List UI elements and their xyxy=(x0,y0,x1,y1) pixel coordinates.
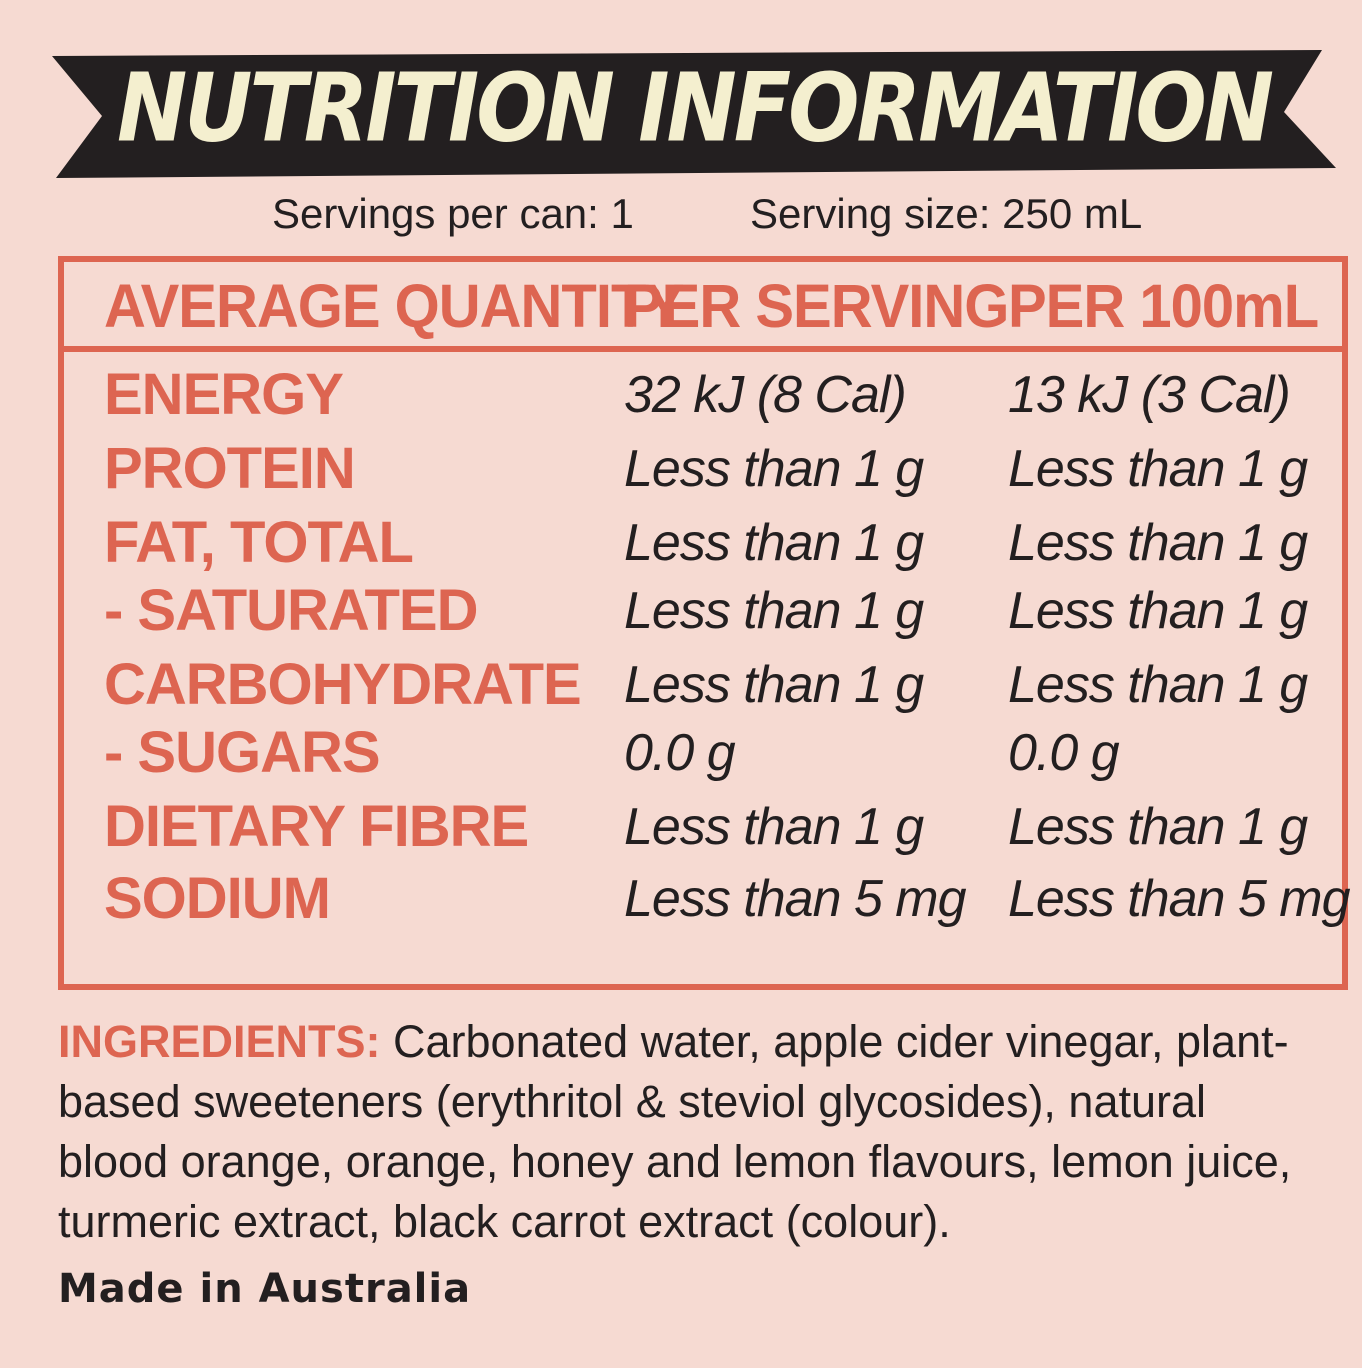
origin-text: Made in Australia xyxy=(58,1266,472,1312)
nutrient-name: CARBOHYDRATE xyxy=(104,652,582,717)
nutrient-name: SODIUM xyxy=(104,866,331,931)
nutrient-name: FAT, TOTAL xyxy=(104,510,414,575)
header-per-100ml: PER 100mL xyxy=(1008,272,1319,341)
per-serving-value: Less than 1 g xyxy=(624,656,924,714)
nutrient-name: ENERGY xyxy=(104,362,344,427)
nutrition-table: AVERAGE QUANTITY PER SERVING PER 100mL E… xyxy=(58,256,1351,990)
nutrient-name: PROTEIN xyxy=(104,436,356,501)
header-average-quantity: AVERAGE QUANTITY xyxy=(104,272,684,341)
table-row: DIETARY FIBRE Less than 1 g Less than 1 … xyxy=(64,792,1342,862)
table-row: SODIUM Less than 5 mg Less than 5 mg xyxy=(64,864,1351,934)
servings-per-can: Servings per can: 1 xyxy=(272,190,634,237)
per-100ml-value: Less than 5 mg xyxy=(1008,870,1351,928)
table-row: PROTEIN Less than 1 g Less than 1 g xyxy=(64,434,1342,504)
ingredients-text: Carbonated water, apple cider vinegar, p… xyxy=(58,1016,1292,1247)
table-row: - SUGARS 0.0 g 0.0 g xyxy=(64,718,1342,788)
table-row: ENERGY 32 kJ (8 Cal) 13 kJ (3 Cal) xyxy=(64,360,1342,430)
per-100ml-value: Less than 1 g xyxy=(1008,582,1308,640)
ingredients-paragraph: INGREDIENTS: Carbonated water, apple cid… xyxy=(58,1012,1308,1252)
nutrient-name: - SATURATED xyxy=(104,578,478,643)
nutrient-name: - SUGARS xyxy=(104,720,381,785)
per-serving-value: Less than 5 mg xyxy=(624,870,967,928)
per-serving-value: Less than 1 g xyxy=(624,440,924,498)
per-serving-value: Less than 1 g xyxy=(624,582,924,640)
per-100ml-value: Less than 1 g xyxy=(1008,798,1308,856)
nutrient-name: DIETARY FIBRE xyxy=(104,794,529,859)
per-serving-value: 0.0 g xyxy=(624,724,736,782)
per-100ml-value: Less than 1 g xyxy=(1008,440,1308,498)
per-serving-value: Less than 1 g xyxy=(624,514,924,572)
table-header: AVERAGE QUANTITY PER SERVING PER 100mL xyxy=(64,262,1342,352)
table-row: CARBOHYDRATE Less than 1 g Less than 1 g xyxy=(64,650,1342,720)
per-100ml-value: 13 kJ (3 Cal) xyxy=(1008,366,1291,424)
per-100ml-value: Less than 1 g xyxy=(1008,514,1308,572)
per-serving-value: Less than 1 g xyxy=(624,798,924,856)
header-per-serving: PER SERVING xyxy=(624,272,1009,341)
page-title: NUTRITION INFORMATION xyxy=(116,53,1274,163)
per-100ml-value: 0.0 g xyxy=(1008,724,1120,782)
per-serving-value: 32 kJ (8 Cal) xyxy=(624,366,907,424)
table-row: FAT, TOTAL Less than 1 g Less than 1 g xyxy=(64,508,1342,578)
serving-size: Serving size: 250 mL xyxy=(750,190,1143,237)
table-row: - SATURATED Less than 1 g Less than 1 g xyxy=(64,576,1342,646)
title-banner: NUTRITION INFORMATION xyxy=(52,46,1336,182)
per-100ml-value: Less than 1 g xyxy=(1008,656,1308,714)
banner-ribbon xyxy=(52,50,1336,178)
ingredients-label: INGREDIENTS: xyxy=(58,1016,381,1067)
